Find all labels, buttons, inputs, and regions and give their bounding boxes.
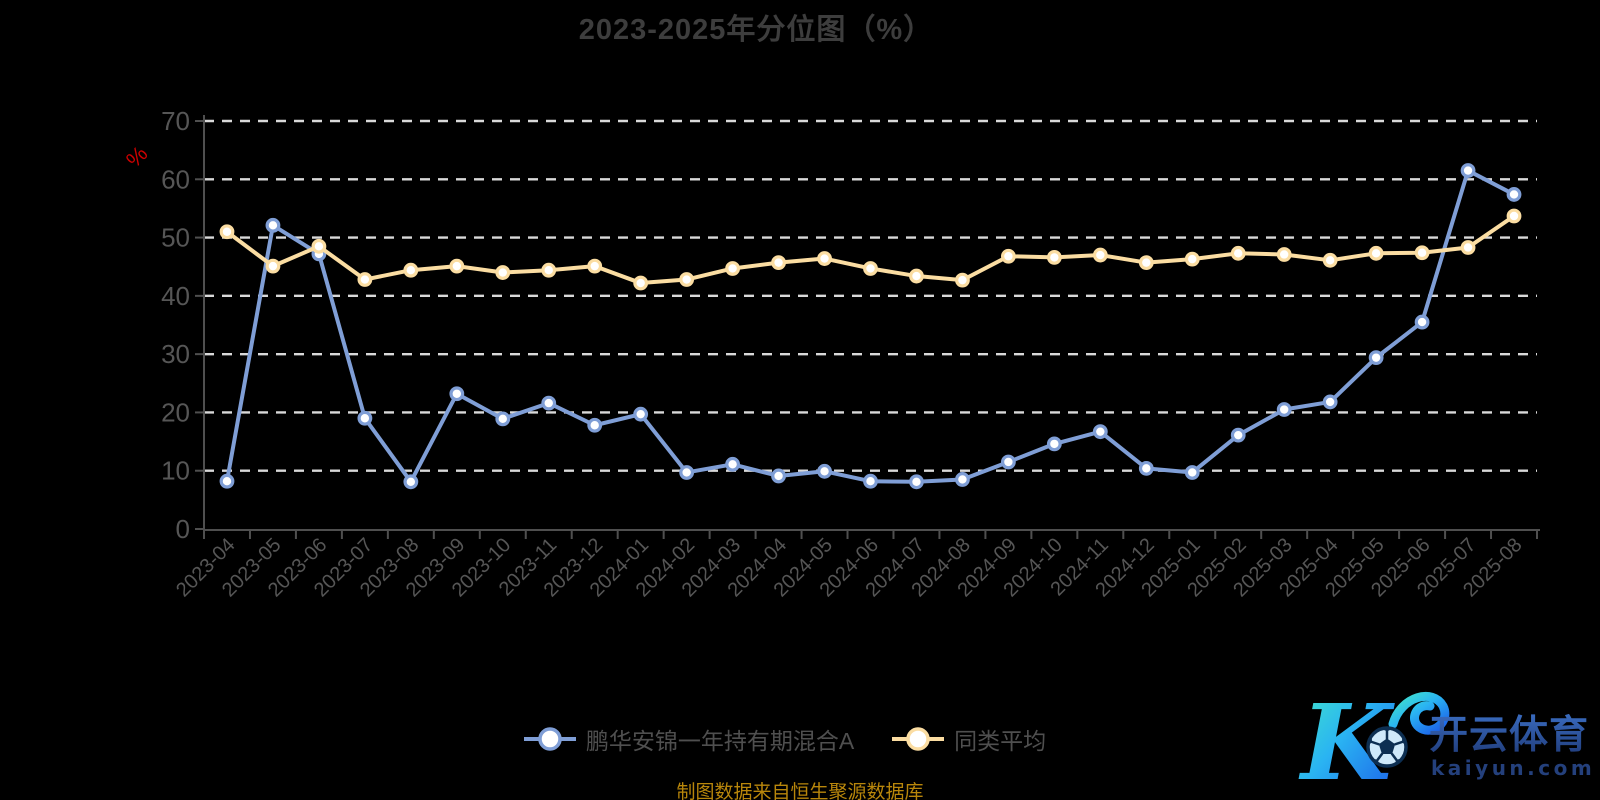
svg-text:50: 50 — [161, 223, 190, 253]
svg-text:30: 30 — [161, 339, 190, 369]
line-marker-icon — [892, 727, 945, 751]
svg-text:%: % — [121, 141, 153, 173]
svg-text:60: 60 — [161, 164, 190, 194]
legend-item-average[interactable]: 同类平均 — [892, 722, 1046, 756]
svg-text:70: 70 — [161, 106, 190, 136]
kaiyun-logo-graphic: K 开云体育 kaiyun.com — [1298, 681, 1595, 800]
line-marker-icon — [523, 727, 576, 751]
svg-text:40: 40 — [161, 281, 190, 311]
legend-label-average: 同类平均 — [954, 728, 1047, 754]
logo-domain-text: kaiyun.com — [1431, 756, 1595, 780]
chart-title: 2023-2025年分位图（%） — [578, 14, 934, 46]
svg-text:20: 20 — [161, 397, 190, 427]
data-source-note: 制图数据来自恒生聚源数据库 — [676, 782, 924, 800]
logo-brand-text: 开云体育 — [1429, 713, 1589, 758]
legend-label-fund: 鹏华安锦一年持有期混合A — [585, 728, 855, 754]
legend-item-fund[interactable]: 鹏华安锦一年持有期混合A — [523, 722, 855, 756]
legend: 鹏华安锦一年持有期混合A 同类平均 — [0, 722, 1585, 756]
svg-text:10: 10 — [161, 456, 190, 486]
svg-text:0: 0 — [176, 514, 190, 544]
kaiyun-logo[interactable]: K 开云体育 kaiyun.com — [1293, 681, 1600, 800]
